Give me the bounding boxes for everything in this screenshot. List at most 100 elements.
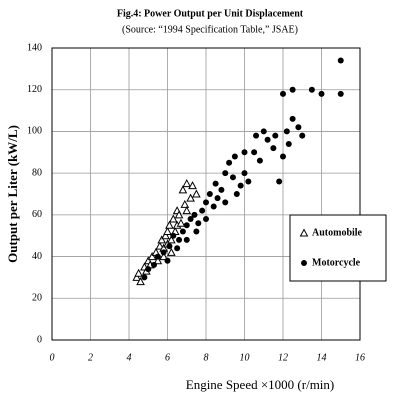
circle-point [226, 159, 233, 166]
triangle-point [182, 206, 192, 215]
circle-point [199, 207, 206, 214]
circle-point [141, 274, 148, 281]
circle-point [272, 132, 279, 139]
circle-point [160, 249, 167, 256]
circle-point [229, 174, 236, 181]
circle-point [270, 145, 277, 152]
circle-point [187, 216, 194, 223]
circle-point [210, 203, 217, 210]
chart-subtitle: (Source: “1994 Specification Table,” JSA… [122, 24, 298, 35]
circle-point [260, 128, 267, 135]
x-tick-label: 2 [88, 352, 93, 363]
triangle-point [157, 235, 167, 244]
circle-point [203, 199, 209, 206]
circle-point [299, 132, 306, 139]
y-axis-label: Output per Liter (kW/L) [5, 125, 20, 263]
circle-point [212, 180, 219, 187]
x-tick-label: 16 [355, 352, 365, 363]
triangle-point [167, 235, 176, 244]
circle-point [285, 140, 292, 147]
circle-point [237, 182, 244, 189]
x-tick-label: 8 [204, 352, 209, 363]
triangle-point [136, 277, 145, 286]
circle-point [222, 170, 229, 177]
triangle-point [299, 228, 309, 237]
circle-point [214, 195, 221, 202]
circle-point [295, 124, 302, 131]
circle-point [183, 222, 190, 229]
triangle-point [167, 247, 176, 256]
y-tick-label: 80 [32, 167, 42, 178]
circle-point [264, 136, 271, 143]
triangle-point [176, 218, 186, 227]
circle-point [151, 261, 158, 268]
triangle-point [180, 199, 190, 208]
triangle-point [165, 220, 174, 229]
triangle-point [147, 252, 157, 261]
x-tick-label: 14 [317, 352, 327, 363]
y-tick-label: 60 [32, 209, 42, 220]
circle-point [245, 178, 252, 185]
triangle-point [178, 185, 188, 194]
circle-point [145, 266, 152, 273]
chart-title: Fig.4: Power Output per Unit Displacemen… [117, 8, 304, 19]
circle-point [280, 90, 286, 97]
circle-point [195, 220, 202, 227]
circle-point [231, 153, 238, 160]
circle-point [241, 149, 248, 156]
triangle-point [163, 226, 172, 236]
triangle-point [132, 272, 142, 281]
legend-label: Automobile [312, 227, 363, 238]
circle-point [174, 245, 181, 252]
triangle-point [153, 256, 163, 265]
circle-point [154, 253, 161, 260]
triangle-point [182, 179, 192, 188]
circle-point [179, 228, 186, 235]
circle-point [193, 228, 200, 235]
circle-point [289, 115, 296, 122]
circle-point [176, 236, 183, 243]
legend-label: Motorcycle [312, 257, 361, 268]
triangle-point [188, 181, 197, 190]
triangle-point [186, 193, 195, 202]
x-axis-label: Engine Speed ×1000 (r/min) [186, 377, 335, 392]
x-tick-label: 12 [278, 352, 288, 363]
circle-point [256, 157, 263, 164]
circle-point [241, 170, 248, 177]
y-tick-label: 140 [27, 42, 42, 53]
circle-point [170, 232, 177, 239]
y-tick-label: 40 [32, 251, 42, 262]
triangle-point [155, 241, 165, 250]
triangle-point [134, 268, 143, 277]
circle-point [289, 86, 296, 93]
y-tick-label: 20 [32, 293, 42, 304]
circle-point [183, 236, 190, 243]
x-tick-label: 4 [127, 352, 132, 363]
circle-point [166, 243, 173, 250]
triangle-point [174, 210, 184, 219]
circle-point [308, 86, 315, 93]
circle-point [233, 191, 240, 197]
triangle-point [192, 189, 201, 198]
circle-point [222, 199, 229, 206]
circle-point [280, 153, 286, 160]
circle-point [301, 260, 307, 266]
circle-point [191, 211, 198, 218]
circle-point [253, 132, 260, 139]
circle-point [337, 90, 344, 97]
triangle-point [168, 214, 178, 223]
y-tick-label: 120 [27, 84, 42, 95]
circle-point [164, 257, 171, 264]
x-tick-label: 6 [165, 352, 170, 363]
circle-point [218, 186, 225, 193]
circle-point [251, 149, 258, 156]
circle-point [318, 90, 325, 97]
x-tick-label: 10 [240, 352, 250, 363]
circle-point [337, 57, 344, 64]
legend-box [289, 214, 387, 282]
plot-frame [51, 47, 361, 341]
y-tick-label: 100 [27, 126, 42, 137]
triangle-point [161, 231, 170, 240]
circle-point [283, 128, 290, 135]
